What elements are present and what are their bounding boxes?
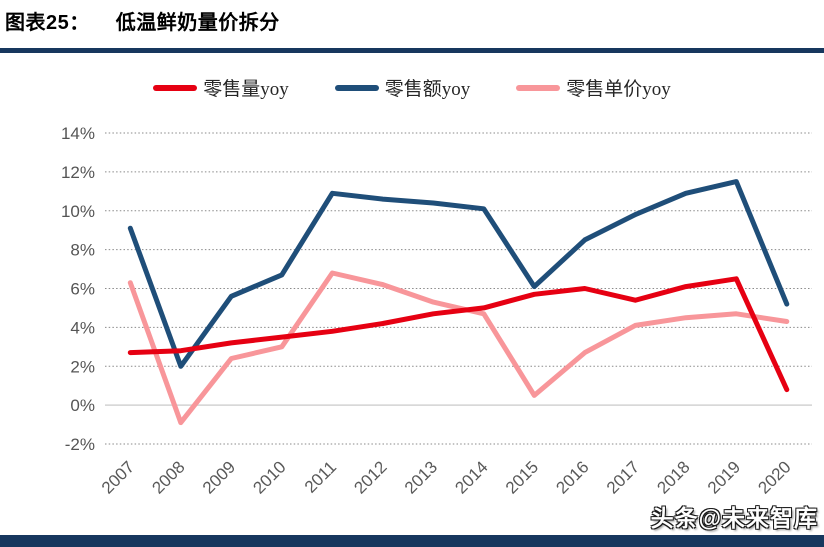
x-tick-label: 2015 <box>502 457 542 497</box>
x-tick-label: 2018 <box>653 457 693 497</box>
x-tick-label: 2017 <box>603 457 643 497</box>
page-title: 图表25： 低温鲜奶量价拆分 <box>5 6 280 35</box>
series-line-零售额yoy <box>127 179 790 369</box>
chart-svg: 14% 12% 10% 8% 6% 4% 2% 0% -2%2007 2008 2009 2010 20… <box>61 124 812 498</box>
y-tick-label: 10% <box>61 202 95 221</box>
x-tick-label: 2019 <box>704 457 744 497</box>
y-tick-label: 0% <box>70 396 95 415</box>
x-tick-label: 2011 <box>301 457 340 496</box>
x-tick-label: 2010 <box>249 457 289 497</box>
legend-item-volume: 零售量yoy <box>153 74 289 101</box>
figure-number: 图表25： <box>5 12 90 34</box>
x-tick-label: 2009 <box>199 457 239 497</box>
title-divider <box>0 48 824 53</box>
chart-legend: 零售量yoy 零售额yoy 零售单价yoy <box>0 74 824 101</box>
legend-label: 零售量yoy <box>203 79 289 100</box>
y-tick-label: 4% <box>70 318 95 337</box>
x-tick-label: 2013 <box>401 457 441 497</box>
y-tick-label: 14% <box>61 124 95 143</box>
x-tick-label: 2020 <box>754 457 794 497</box>
x-tick-label: 2016 <box>552 457 592 497</box>
series-line-零售量yoy <box>127 276 790 393</box>
legend-item-price: 零售单价yoy <box>516 74 671 101</box>
legend-swatch-pink <box>516 84 561 91</box>
figure-title: 低温鲜奶量价拆分 <box>115 12 280 34</box>
y-tick-label: 2% <box>70 357 95 376</box>
x-tick-label: 2008 <box>148 457 188 497</box>
legend-label: 零售额yoy <box>384 79 471 100</box>
y-tick-label: 6% <box>70 280 95 299</box>
legend-label: 零售单价yoy <box>566 79 671 100</box>
x-tick-label: 2012 <box>350 457 390 497</box>
legend-swatch-blue <box>334 84 379 91</box>
y-tick-label: 8% <box>70 241 95 260</box>
y-tick-label: 12% <box>61 163 95 182</box>
legend-swatch-red <box>153 84 198 91</box>
x-tick-label: 2014 <box>451 457 491 497</box>
legend-item-value: 零售额yoy <box>334 74 471 101</box>
watermark: 头条@未来智库 <box>650 505 818 531</box>
y-tick-label: -2% <box>65 435 95 454</box>
x-tick-label: 2007 <box>98 457 138 497</box>
series-line-零售单价yoy <box>127 270 790 426</box>
footer-bar <box>0 535 824 547</box>
